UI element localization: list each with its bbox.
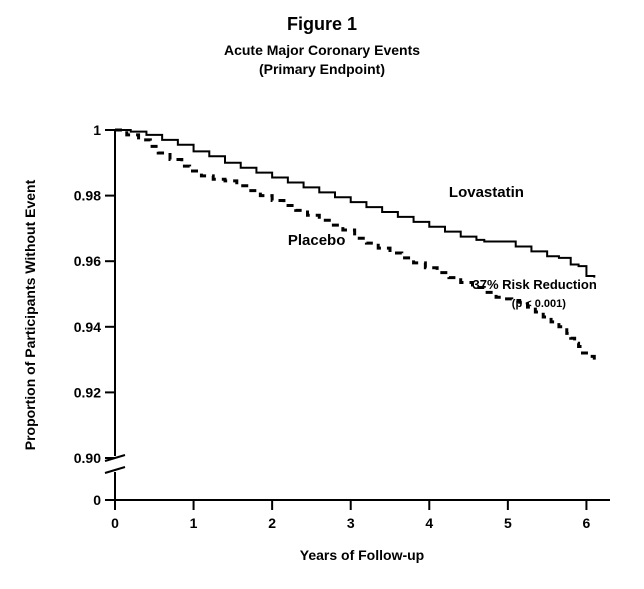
series-lovastatin	[115, 130, 594, 278]
x-tick-label: 4	[425, 515, 433, 531]
series-placebo	[115, 130, 594, 360]
y-tick-label: 0.98	[74, 188, 101, 204]
series-label-lovastatin: Lovastatin	[449, 184, 524, 201]
y-tick-label: 0.90	[74, 450, 101, 466]
figure-title-main: Figure 1	[287, 14, 357, 34]
series-group: Lovastatin Placebo	[115, 130, 594, 360]
survival-chart: Figure 1 Acute Major Coronary Events (Pr…	[0, 0, 644, 589]
x-tick-label: 3	[347, 515, 355, 531]
series-label-placebo: Placebo	[288, 232, 346, 249]
risk-reduction-label: 37% Risk Reduction	[473, 277, 597, 292]
x-tick-label: 6	[583, 515, 591, 531]
y-tick-label: 0.96	[74, 253, 101, 269]
figure-title-sub2: (Primary Endpoint)	[259, 61, 385, 77]
x-tick-label: 5	[504, 515, 512, 531]
x-axis-label: Years of Follow-up	[300, 547, 424, 563]
y-tick-label: 0.92	[74, 384, 101, 400]
x-tick-label: 2	[268, 515, 276, 531]
y-tick-label: 1	[93, 122, 101, 138]
axes: 0 1 2 3 4 5 6 0 0.90 0.92 0.94 0.96 0.98 1	[74, 122, 610, 531]
x-tick-label: 0	[111, 515, 119, 531]
figure-title-sub1: Acute Major Coronary Events	[224, 42, 420, 58]
y-axis-label: Proportion of Participants Without Event	[22, 179, 38, 450]
y-tick-label: 0.94	[74, 319, 101, 335]
p-value-label: (p < 0.001)	[512, 298, 566, 310]
x-tick-label: 1	[190, 515, 198, 531]
y-tick-label: 0	[93, 492, 101, 508]
